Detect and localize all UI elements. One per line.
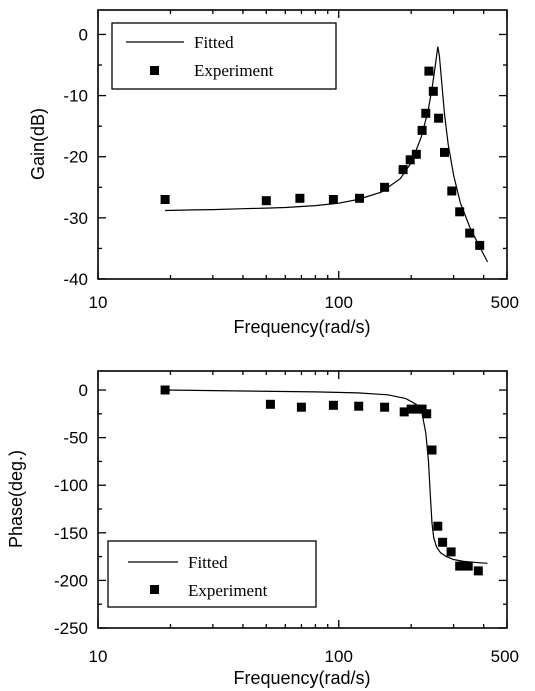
gain-x-tick-label: 10 — [89, 293, 108, 312]
gain-x-axis-label: Frequency(rad/s) — [233, 317, 370, 337]
gain-legend-experiment-label: Experiment — [194, 61, 274, 80]
phase-experiment-point — [296, 402, 306, 412]
gain-experiment-point — [475, 240, 485, 250]
gain-experiment-point — [355, 193, 364, 203]
gain-legend-marker-swatch — [150, 66, 159, 75]
phase-plot-frame — [97, 370, 508, 629]
gain-experiment-point — [160, 195, 170, 204]
gain-experiment-point — [447, 186, 457, 196]
phase-experiment-point — [473, 566, 483, 576]
phase-y-axis-label: Phase(deg.) — [6, 450, 26, 548]
phase-y-tick-label: -150 — [54, 524, 88, 543]
gain-experiment-point — [295, 193, 305, 203]
gain-experiment-markers — [160, 66, 485, 250]
phase-experiment-point — [380, 402, 390, 412]
gain-legend-fitted-label: Fitted — [194, 33, 234, 52]
gain-experiment-point — [455, 207, 465, 217]
gain-y-tick-label: -20 — [63, 148, 88, 167]
phase-experiment-point — [438, 537, 448, 547]
phase-experiment-point — [417, 404, 427, 414]
gain-experiment-point — [405, 155, 415, 165]
phase-experiment-point — [354, 401, 364, 411]
phase-experiment-point — [328, 400, 338, 410]
phase-experiment-point — [455, 561, 465, 571]
phase-experiment-point — [399, 407, 409, 417]
gain-experiment-point — [421, 108, 431, 118]
phase-legend-marker-swatch — [150, 585, 159, 594]
phase-y-tick-label: -50 — [63, 429, 88, 448]
phase-y-tick-label: 0 — [79, 381, 88, 400]
gain-legend-box — [111, 22, 337, 90]
gain-legend: Fitted Experiment — [111, 22, 337, 90]
phase-experiment-point — [433, 521, 443, 531]
phase-experiment-markers — [160, 385, 483, 576]
phase-y-tick-label: -250 — [54, 619, 88, 638]
phase-experiment-point — [427, 445, 437, 455]
gain-experiment-point — [428, 86, 438, 96]
phase-y-tick-label: -100 — [54, 476, 88, 495]
gain-y-tick-label: -10 — [63, 87, 88, 106]
gain-fitted-line — [165, 46, 489, 263]
phase-legend-fitted-label: Fitted — [188, 553, 228, 572]
phase-experiment-point — [446, 547, 456, 557]
phase-legend: Fitted Experiment — [107, 540, 317, 608]
phase-experiment-point — [160, 385, 170, 395]
phase-x-tick-label: 100 — [325, 647, 353, 666]
phase-fitted-line — [165, 389, 488, 564]
phase-experiment-point — [422, 409, 432, 419]
phase-x-tick-label: 10 — [89, 647, 108, 666]
phase-y-tick-label: -200 — [54, 571, 88, 590]
gain-y-tick-label: 0 — [79, 25, 88, 44]
gain-experiment-point — [398, 165, 408, 175]
phase-legend-box — [107, 540, 317, 608]
phase-experiment-point — [406, 404, 416, 414]
phase-experiment-point — [265, 399, 275, 409]
phase-legend-experiment-label: Experiment — [188, 581, 268, 600]
gain-y-tick-label: -30 — [63, 209, 88, 228]
gain-experiment-point — [380, 182, 390, 192]
gain-experiment-point — [465, 228, 475, 238]
gain-plot-frame — [97, 9, 508, 280]
phase-x-axis-label: Frequency(rad/s) — [233, 668, 370, 688]
gain-x-tick-label: 100 — [325, 293, 353, 312]
gain-experiment-point — [328, 195, 338, 204]
gain-y-axis-label: Gain(dB) — [28, 108, 48, 180]
gain-x-tick-label: 500 — [491, 293, 519, 312]
phase-experiment-point — [412, 404, 422, 414]
gain-experiment-point — [417, 125, 427, 135]
gain-experiment-point — [434, 113, 444, 123]
gain-experiment-point — [440, 147, 449, 157]
gain-experiment-point — [411, 149, 421, 159]
gain-axis-ticks — [97, 10, 508, 280]
gain-experiment-point — [424, 66, 434, 76]
gain-y-tick-label: -40 — [63, 270, 88, 289]
phase-experiment-point — [463, 561, 473, 571]
gain-experiment-point — [261, 196, 271, 206]
phase-x-tick-label: 500 — [491, 647, 519, 666]
phase-axis-ticks — [97, 371, 508, 629]
